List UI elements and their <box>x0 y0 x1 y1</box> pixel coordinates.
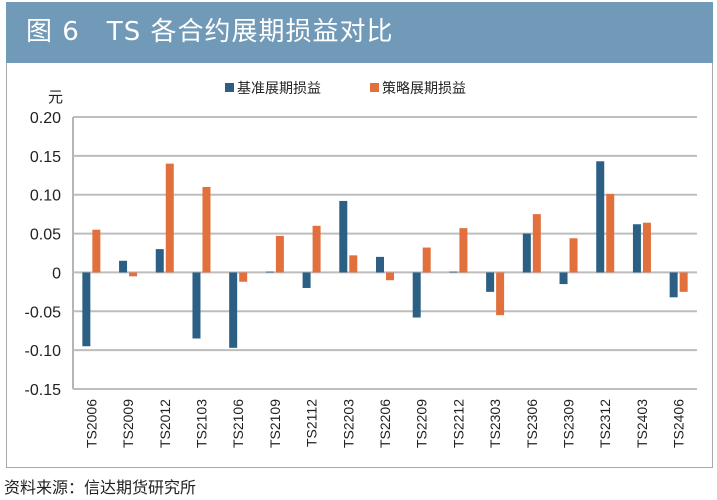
x-tick-label: TS2109 <box>267 399 283 448</box>
x-tick-label: TS2309 <box>561 399 577 448</box>
x-tick-label: TS2306 <box>524 399 540 448</box>
bar-chart: 0.20 0.15 0.10 0.05 0 -0.05 -0.10 -0.15 元 基准展期损益 策… <box>25 80 697 448</box>
y-tick-label: 0.05 <box>30 227 61 244</box>
bar <box>606 193 615 273</box>
x-tick-label: TS2209 <box>414 399 430 448</box>
legend-swatch <box>225 83 234 92</box>
bar <box>312 225 321 273</box>
bar <box>422 247 431 273</box>
chart-frame <box>6 63 713 468</box>
bar <box>386 272 394 281</box>
legend-swatch <box>370 83 379 92</box>
bar <box>202 186 211 273</box>
y-tick-label: -0.15 <box>25 382 62 399</box>
bar <box>642 222 651 273</box>
bar <box>486 272 495 292</box>
bar <box>632 224 641 273</box>
x-tick-label: TS2206 <box>377 399 393 448</box>
y-tick-label: 0.10 <box>30 188 61 205</box>
bar <box>669 272 678 298</box>
bar <box>239 272 248 282</box>
legend-label: 基准展期损益 <box>237 80 321 97</box>
bar <box>229 272 238 348</box>
bar <box>129 272 138 277</box>
x-tick-label: TS2009 <box>120 399 136 448</box>
y-tick-label: 0 <box>52 265 61 282</box>
bar <box>275 235 284 273</box>
bar <box>596 161 605 273</box>
x-tick-label: TS2403 <box>634 399 650 448</box>
x-tick-label: TS2212 <box>450 399 466 448</box>
y-tick-label: 0.20 <box>30 110 61 127</box>
bar <box>82 272 91 347</box>
bar <box>412 272 421 318</box>
bar <box>559 272 568 285</box>
bar <box>349 255 358 273</box>
figure-title: 图 6 TS 各合约展期损益对比 <box>6 2 713 63</box>
x-tick-label: TS2012 <box>157 399 173 448</box>
bar <box>459 228 468 273</box>
y-axis-unit: 元 <box>48 88 63 106</box>
bar <box>265 271 274 273</box>
x-tick-label: TS2406 <box>671 399 687 448</box>
bar <box>92 229 101 273</box>
bar <box>339 200 348 273</box>
x-tick-label: TS2106 <box>230 399 246 448</box>
x-tick-label: TS2312 <box>597 399 613 448</box>
y-tick-label: 0.15 <box>30 149 61 166</box>
x-tick-label: TS2203 <box>340 399 356 448</box>
bar <box>165 163 174 273</box>
bar <box>302 272 311 288</box>
x-tick-label: TS2006 <box>83 399 99 448</box>
bar <box>376 256 384 273</box>
x-tick-label: TS2303 <box>487 399 503 448</box>
bar <box>192 272 201 339</box>
source-note: 资料来源：信达期货研究所 <box>4 478 197 497</box>
x-tick-label: TS2112 <box>304 399 320 447</box>
bar <box>449 271 458 273</box>
bar <box>679 272 688 292</box>
bar <box>522 233 531 273</box>
x-tick-label: TS2103 <box>193 399 209 448</box>
bar <box>155 249 164 273</box>
bar <box>496 272 505 316</box>
y-tick-label: -0.10 <box>25 343 62 360</box>
bar <box>119 260 128 273</box>
bar <box>532 214 541 273</box>
bar <box>569 238 578 273</box>
legend-label: 策略展期损益 <box>382 80 466 97</box>
y-tick-label: -0.05 <box>25 304 62 321</box>
